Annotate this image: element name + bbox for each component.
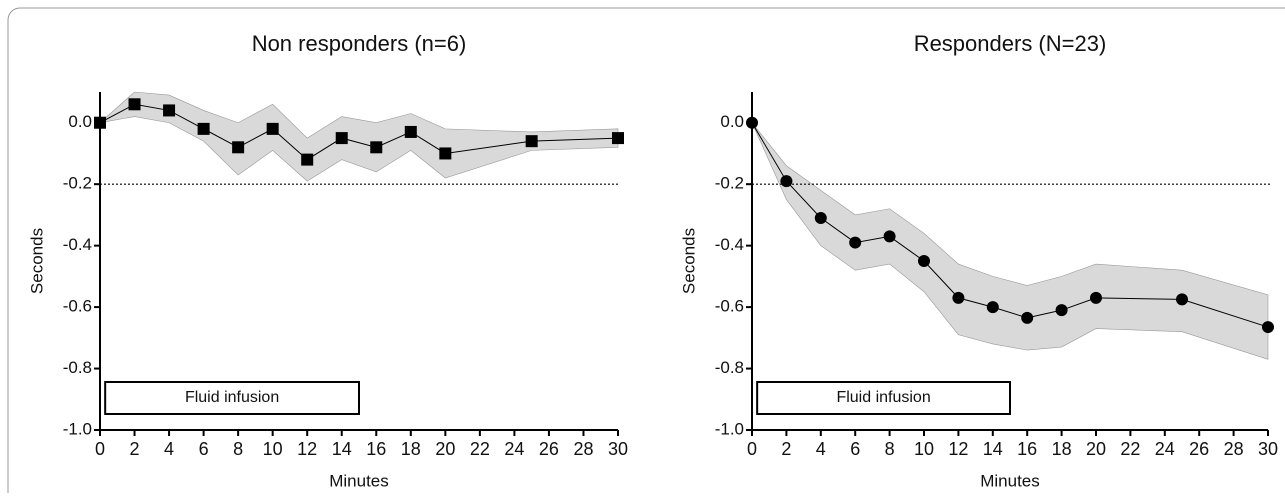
y-tick-label: -0.8 [715,358,744,377]
x-tick-label: 20 [1086,439,1106,459]
annotation-box [104,381,361,415]
marker [301,153,314,166]
marker [525,135,538,148]
marker [849,236,862,249]
x-axis-label: Minutes [329,471,389,490]
x-tick-label: 0 [95,439,105,459]
marker [814,211,827,224]
x-tick-label: 2 [781,439,791,459]
marker [404,125,417,138]
marker [883,230,896,243]
x-tick-label: 26 [1189,439,1209,459]
marker [918,255,930,267]
x-tick-label: 4 [164,439,174,459]
marker [1262,321,1274,334]
y-tick-label: -0.2 [63,174,92,193]
x-tick-label: 28 [1224,439,1244,459]
frame [7,7,1285,498]
y-tick-label: 0.0 [68,112,92,131]
marker [439,147,452,160]
x-tick-label: 20 [435,439,455,459]
marker [952,291,965,304]
x-tick-label: 18 [401,439,421,459]
y-tick-label: -1.0 [63,419,92,438]
confidence-band [751,122,1269,360]
chart-title: Responders (N=23) [914,31,1107,56]
marker [1090,291,1102,304]
marker [1021,311,1034,324]
x-axis-label: Minutes [980,471,1040,490]
y-tick-label: -0.8 [63,358,92,377]
y-tick-label: -0.6 [715,297,744,316]
x-tick-label: 30 [1258,439,1278,459]
marker [746,116,758,129]
x-tick-label: 8 [233,439,243,459]
x-tick-label: 16 [1017,439,1037,459]
marker [986,301,999,314]
x-tick-label: 14 [332,439,352,459]
marker [1176,293,1188,306]
annotation-text: Fluid infusion [185,389,279,406]
x-tick-label: 24 [504,439,524,459]
y-tick-label: -0.4 [63,235,92,254]
x-tick-label: 26 [539,439,559,459]
annotation-box [756,381,1011,415]
x-tick-label: 8 [885,439,895,459]
marker [370,141,383,154]
x-tick-label: 30 [608,439,628,459]
confidence-band [99,91,619,182]
annotation-text: Fluid infusion [836,389,930,406]
chart-title: Non responders (n=6) [252,31,467,56]
marker [232,141,245,154]
x-tick-label: 12 [948,439,968,459]
x-tick-label: 16 [366,439,386,459]
y-axis-label: Seconds [679,228,698,294]
y-tick-label: -0.2 [715,174,744,193]
x-tick-label: 6 [199,439,209,459]
x-tick-label: 2 [130,439,140,459]
x-tick-label: 12 [297,439,317,459]
x-tick-label: 0 [747,439,757,459]
y-tick-label: -1.0 [715,419,744,438]
marker [128,98,141,111]
x-tick-label: 10 [914,439,934,459]
marker [780,175,793,188]
x-tick-label: 14 [983,439,1003,459]
y-tick-label: 0.0 [720,112,744,131]
x-tick-label: 10 [263,439,283,459]
x-tick-label: 18 [1052,439,1072,459]
y-tick-label: -0.6 [63,297,92,316]
marker [94,116,106,129]
marker [1055,304,1068,317]
x-tick-label: 4 [816,439,826,459]
x-tick-label: 22 [470,439,490,459]
x-tick-label: 6 [850,439,860,459]
y-axis-label: Seconds [27,228,46,294]
marker [612,132,624,145]
marker [163,104,176,117]
x-tick-label: 28 [573,439,593,459]
x-tick-label: 22 [1120,439,1140,459]
marker [266,122,279,135]
marker [335,132,348,145]
y-tick-label: -0.4 [715,235,744,254]
marker [197,122,210,135]
x-tick-label: 24 [1155,439,1175,459]
